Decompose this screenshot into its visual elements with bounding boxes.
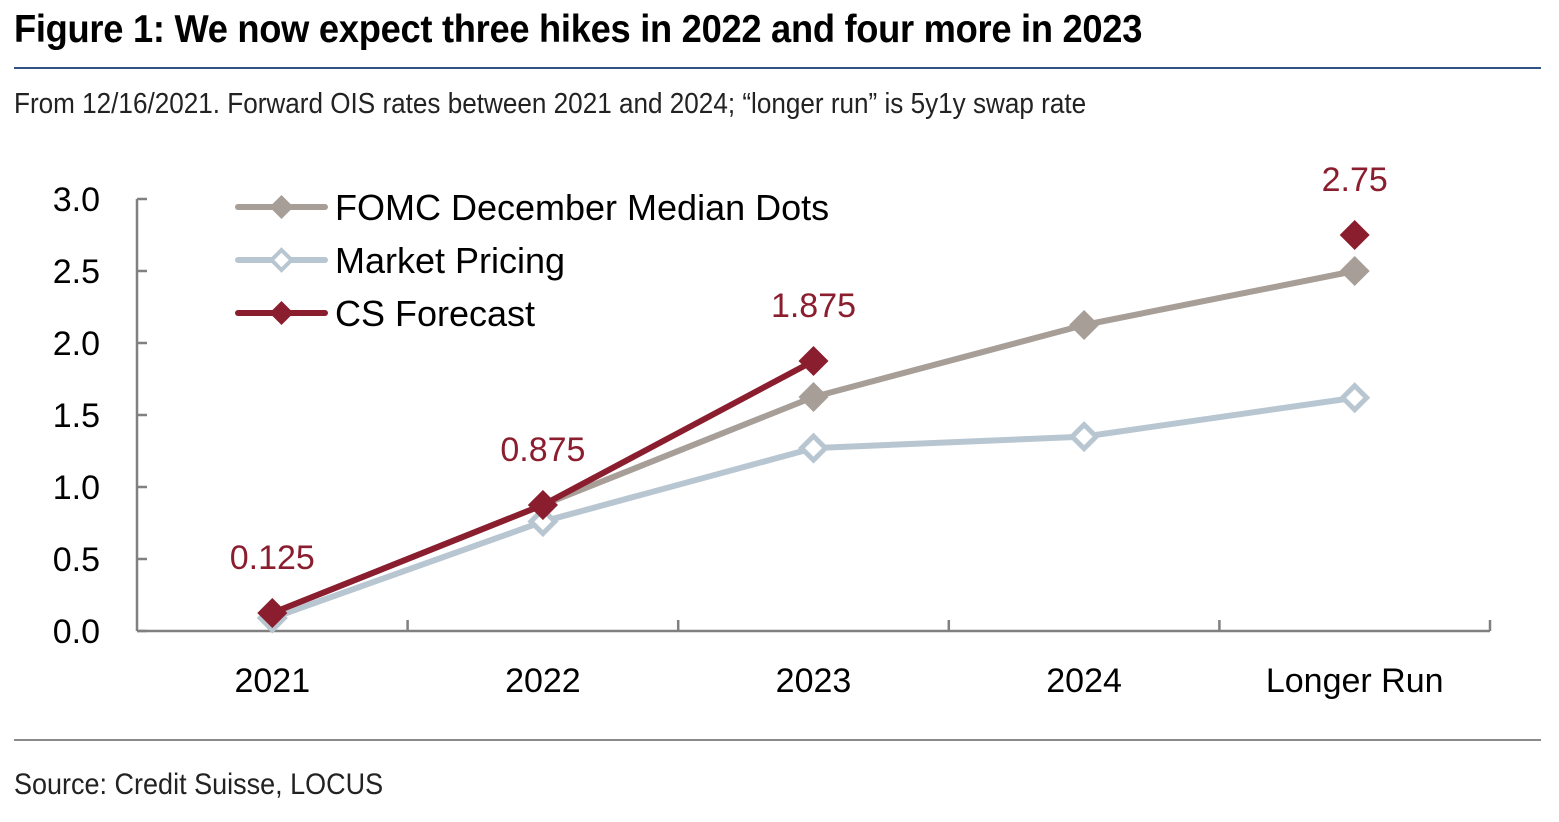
legend-label: CS Forecast (335, 293, 535, 334)
y-tick-label: 2.0 (53, 325, 100, 363)
x-tick-label: 2021 (234, 662, 310, 700)
data-label: 0.125 (230, 539, 315, 577)
figure-subtitle: From 12/16/2021. Forward OIS rates betwe… (14, 88, 1087, 120)
data-label: 0.875 (500, 431, 585, 469)
series-line-segment (539, 445, 817, 525)
series-line-segment (1081, 394, 1358, 440)
series-line-segment (539, 358, 817, 508)
x-tick-label: 2022 (505, 662, 581, 700)
data-point-marker (1069, 310, 1100, 340)
data-point-marker (1339, 382, 1371, 414)
source-note: Source: Credit Suisse, LOCUS (14, 768, 384, 801)
y-tick-label: 1.0 (53, 469, 100, 507)
series-line-segment (810, 433, 1088, 452)
data-point-marker (1339, 220, 1370, 250)
y-tick-label: 0.0 (53, 613, 100, 651)
legend-marker-icon (269, 301, 294, 325)
legend-item: Market Pricing (235, 240, 565, 281)
figure-title: Figure 1: We now expect three hikes in 2… (14, 8, 1143, 51)
data-label: 2.75 (1322, 161, 1388, 199)
series-line-segment (269, 502, 546, 616)
y-tick-label: 1.5 (53, 397, 100, 435)
series-cs-forecast (257, 220, 1370, 628)
source-divider (14, 739, 1541, 741)
legend-marker-icon (269, 195, 294, 219)
axes: 0.0 0.5 1.0 1.5 2.0 2.5 3.0 2021 2022 2023 2024 Lon… (53, 181, 1492, 700)
series-market-pricing (256, 382, 1371, 634)
data-point-marker (527, 490, 558, 520)
data-point-marker (1068, 421, 1100, 453)
x-tick-label: Longer Run (1266, 662, 1444, 700)
legend-item: CS Forecast (235, 293, 535, 334)
data-labels: 0.125 0.875 1.875 2.75 (230, 161, 1388, 577)
series-line-segment (539, 394, 817, 508)
data-point-marker (798, 382, 829, 412)
series-line-segment (1081, 268, 1358, 328)
x-tick-label: 2023 (776, 662, 852, 700)
data-point-marker (527, 506, 559, 538)
data-point-marker (798, 346, 829, 376)
series-layer (256, 220, 1371, 634)
x-tick-label: 2024 (1046, 662, 1122, 700)
data-label: 1.875 (771, 287, 856, 325)
y-tick-label: 3.0 (53, 181, 100, 219)
legend: FOMC December Median Dots Market Pricing C… (235, 187, 829, 334)
data-point-marker (1339, 256, 1370, 286)
data-point-marker (797, 432, 830, 464)
legend-label: FOMC December Median Dots (335, 187, 829, 228)
legend-label: Market Pricing (335, 240, 565, 281)
title-divider (14, 67, 1541, 69)
y-tick-label: 0.5 (53, 541, 100, 579)
data-point-marker (257, 598, 288, 628)
legend-item: FOMC December Median Dots (235, 187, 829, 228)
series-line-segment (810, 322, 1088, 400)
legend-marker-icon (268, 247, 295, 273)
series-line-segment (269, 518, 546, 622)
y-tick-label: 2.5 (53, 253, 100, 291)
